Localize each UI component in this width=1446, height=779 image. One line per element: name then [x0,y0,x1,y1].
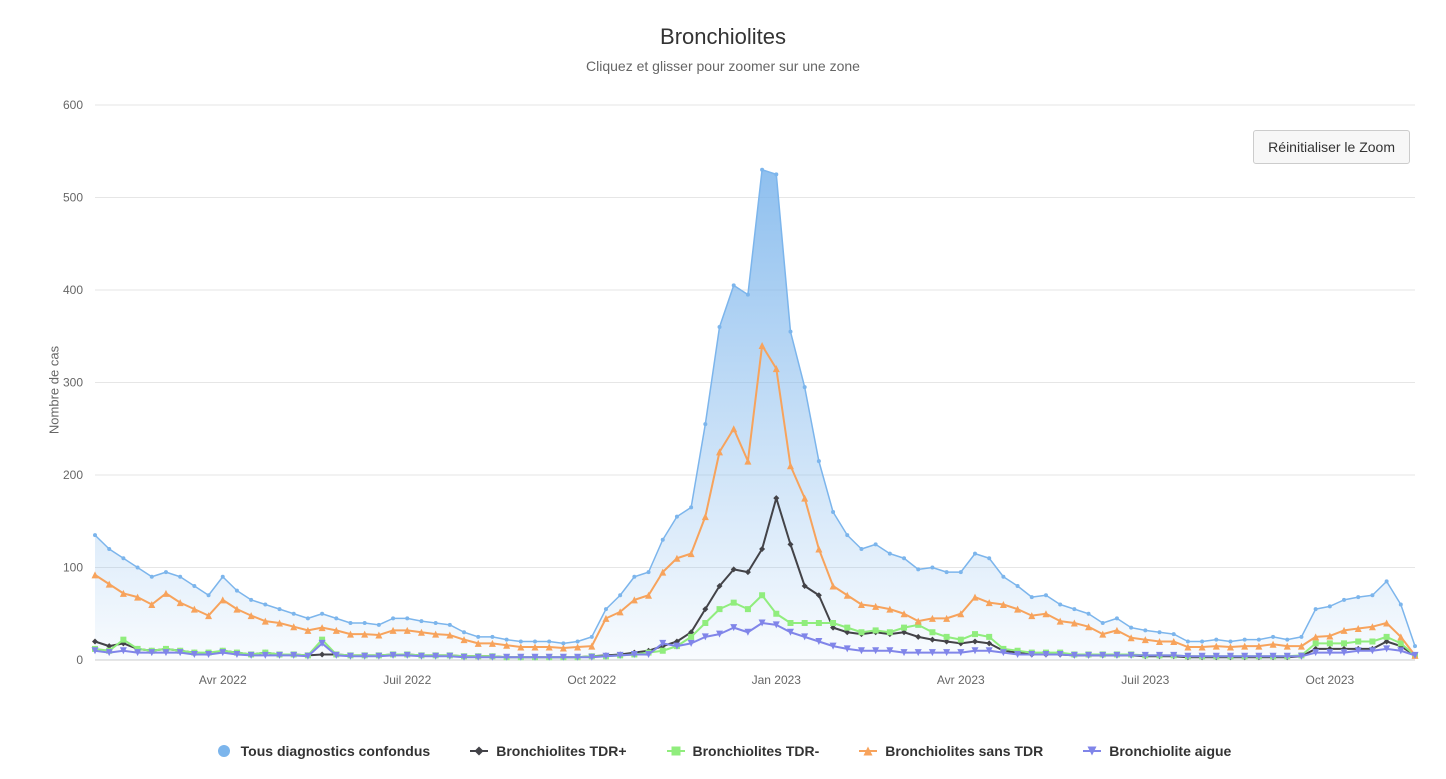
svg-text:0: 0 [76,653,83,667]
tous-marker-icon [215,744,233,758]
svg-text:Avr 2022: Avr 2022 [199,673,247,687]
svg-text:Juil 2023: Juil 2023 [1121,673,1169,687]
legend-label: Tous diagnostics confondus [241,743,431,759]
svg-text:Oct 2023: Oct 2023 [1305,673,1354,687]
svg-text:Jan 2023: Jan 2023 [752,673,802,687]
chart-container: Bronchiolites Cliquez et glisser pour zo… [0,0,1446,779]
svg-text:100: 100 [63,561,83,575]
plot-area[interactable]: 0 100 200 300 400 500 600 Avr 2022 Juil 2022 Oct … [0,0,1446,779]
svg-text:Juil 2022: Juil 2022 [383,673,431,687]
legend-label: Bronchiolites TDR- [693,743,820,759]
aigue-marker-icon [1083,744,1101,758]
sans_tdr-marker-icon [859,744,877,758]
legend-item-tous[interactable]: Tous diagnostics confondus [215,743,431,759]
svg-text:Avr 2023: Avr 2023 [937,673,985,687]
tdr_minus-marker-icon [667,744,685,758]
svg-text:600: 600 [63,98,83,112]
legend-item-aigue[interactable]: Bronchiolite aigue [1083,743,1231,759]
svg-text:300: 300 [63,376,83,390]
legend-item-tdr_minus[interactable]: Bronchiolites TDR- [667,743,820,759]
legend-label: Bronchiolites sans TDR [885,743,1043,759]
legend: Tous diagnostics confondus Bronchiolites … [0,743,1446,759]
svg-text:Oct 2022: Oct 2022 [567,673,616,687]
svg-text:200: 200 [63,468,83,482]
legend-label: Bronchiolites TDR+ [496,743,626,759]
legend-item-sans_tdr[interactable]: Bronchiolites sans TDR [859,743,1043,759]
legend-label: Bronchiolite aigue [1109,743,1231,759]
svg-text:400: 400 [63,283,83,297]
tdr_plus-marker-icon [470,744,488,758]
svg-text:500: 500 [63,191,83,205]
legend-item-tdr_plus[interactable]: Bronchiolites TDR+ [470,743,626,759]
